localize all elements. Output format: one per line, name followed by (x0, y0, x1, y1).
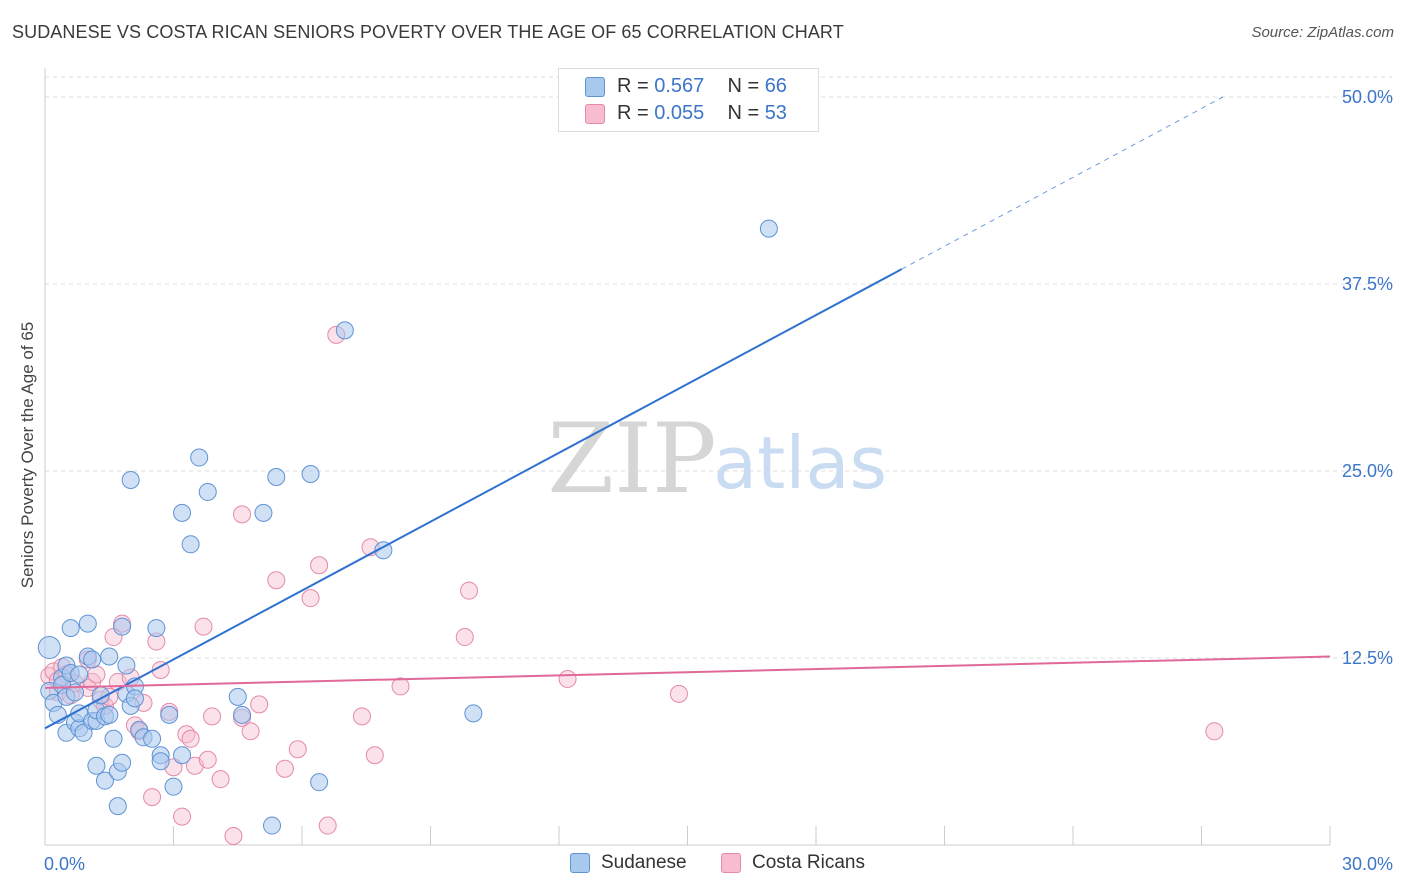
sudanese-point (335, 321, 354, 340)
sudanese-point (164, 777, 183, 796)
costa-ricans-point (275, 759, 294, 778)
x-tick-label: 30.0% (1342, 854, 1393, 874)
costa-ricans-point (224, 827, 243, 846)
sudanese-point (108, 797, 127, 816)
sudanese-point (100, 705, 119, 724)
y-tick-label: 12.5% (1342, 648, 1393, 668)
watermark-zip: ZIP (547, 403, 716, 515)
costa-ricans-point (250, 695, 269, 714)
costa-ricans-swatch (585, 104, 605, 124)
y-tick-label: 25.0% (1342, 461, 1393, 481)
costa-ricans-point (203, 707, 222, 726)
sudanese-point (61, 619, 80, 638)
costa-ricans-point (198, 750, 217, 769)
sudanese-point (254, 503, 273, 522)
sudanese-point (160, 705, 179, 724)
sudanese-swatch (585, 77, 605, 97)
sudanese-swatch (570, 853, 590, 873)
costa-ricans-point (460, 581, 479, 600)
costa-ricans-point (301, 589, 320, 608)
correlation-legend: R = 0.567 N = 66 R = 0.055 N = 53 (558, 68, 819, 132)
sudanese-points (37, 219, 778, 835)
costa-ricans-point (194, 617, 213, 636)
watermark-atlas: atlas (713, 421, 887, 505)
costa-ricans-point (181, 729, 200, 748)
sudanese-point (70, 665, 89, 684)
sudanese-point (78, 614, 97, 633)
sudanese-point (104, 729, 123, 748)
r-label: R = (617, 102, 649, 124)
costa-ricans-point (233, 505, 252, 524)
y-axis-label: Seniors Poverty Over the Age of 65 (18, 321, 37, 589)
sudanese-point (464, 704, 483, 723)
legend-label: Sudanese (601, 852, 687, 873)
sudanese-point (228, 687, 247, 706)
r-label: R = (617, 75, 649, 97)
watermark: ZIP atlas (547, 403, 887, 515)
sudanese-point (310, 773, 329, 792)
sudanese-point (759, 219, 778, 238)
y-tick-label: 50.0% (1342, 87, 1393, 107)
sudanese-point (263, 816, 282, 835)
sudanese-point (267, 467, 286, 486)
chart-title: SUDANESE VS COSTA RICAN SENIORS POVERTY … (12, 22, 844, 42)
sudanese-point (173, 503, 192, 522)
trend-lines (44, 96, 1331, 730)
costa-ricans-point (455, 628, 474, 647)
costa-ricans-point (267, 571, 286, 590)
costa-ricans-point (1205, 722, 1224, 741)
sudanese-point (100, 647, 119, 666)
sudanese-point (113, 753, 132, 772)
costa-ricans-point (365, 746, 384, 765)
costa-ricans-point (87, 665, 106, 684)
n-label: N = (727, 75, 760, 97)
sudanese-point (173, 746, 192, 765)
sudanese-point (374, 541, 393, 560)
sudanese-point (143, 729, 162, 748)
n-value: 66 (764, 75, 787, 97)
sudanese-point (301, 464, 320, 483)
sudanese-trend-line (44, 268, 903, 730)
costa-ricans-point (241, 722, 260, 741)
x-tick-label: 0.0% (44, 854, 85, 874)
sudanese-point (181, 535, 200, 554)
costa-ricans-point (669, 684, 688, 703)
sudanese-point (190, 448, 209, 467)
sudanese-point (87, 756, 106, 775)
sudanese-point (233, 705, 252, 724)
sudanese-point (83, 650, 102, 669)
tick-labels: 12.5% 25.0% 37.5% 50.0% 0.0% 30.0% (44, 87, 1393, 874)
n-value: 53 (764, 102, 787, 124)
costa-ricans-trend-line (44, 655, 1331, 689)
costa-ricans-point (310, 556, 329, 575)
costa-ricans-swatch (721, 853, 741, 873)
costa-ricans-point (352, 707, 371, 726)
n-label: N = (727, 102, 760, 124)
sudanese-point (198, 482, 217, 501)
sudanese-point (121, 470, 140, 489)
costa-ricans-point (558, 669, 577, 688)
y-tick-label: 37.5% (1342, 274, 1393, 294)
costa-ricans-point (391, 677, 410, 696)
sudanese-point (125, 689, 144, 708)
sudanese-point (147, 619, 166, 638)
source-credit: Source: ZipAtlas.com (1251, 24, 1394, 41)
axes (44, 68, 1331, 846)
costa-ricans-point (211, 770, 230, 789)
sudanese-point (151, 752, 170, 771)
r-value: 0.567 (654, 75, 705, 97)
sudanese-point (113, 617, 132, 636)
sudanese-point (117, 656, 136, 675)
costa-ricans-point (143, 788, 162, 807)
sudanese-point (37, 636, 61, 660)
costa-ricans-point (318, 816, 337, 835)
costa-ricans-point (173, 807, 192, 826)
sudanese-point (95, 771, 114, 790)
r-value: 0.055 (654, 102, 705, 124)
sudanese-trend-extension (901, 96, 1224, 270)
legend-label: Costa Ricans (752, 852, 865, 873)
costa-ricans-point (288, 740, 307, 759)
